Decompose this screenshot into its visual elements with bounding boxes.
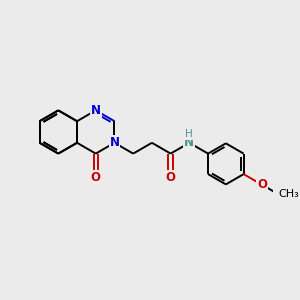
- Text: O: O: [166, 170, 176, 184]
- Text: H: H: [185, 129, 193, 140]
- Text: N: N: [91, 104, 101, 117]
- Text: CH₃: CH₃: [278, 189, 299, 199]
- Text: N: N: [110, 136, 119, 149]
- Text: O: O: [257, 178, 267, 191]
- Text: O: O: [91, 171, 101, 184]
- Text: N: N: [184, 136, 194, 149]
